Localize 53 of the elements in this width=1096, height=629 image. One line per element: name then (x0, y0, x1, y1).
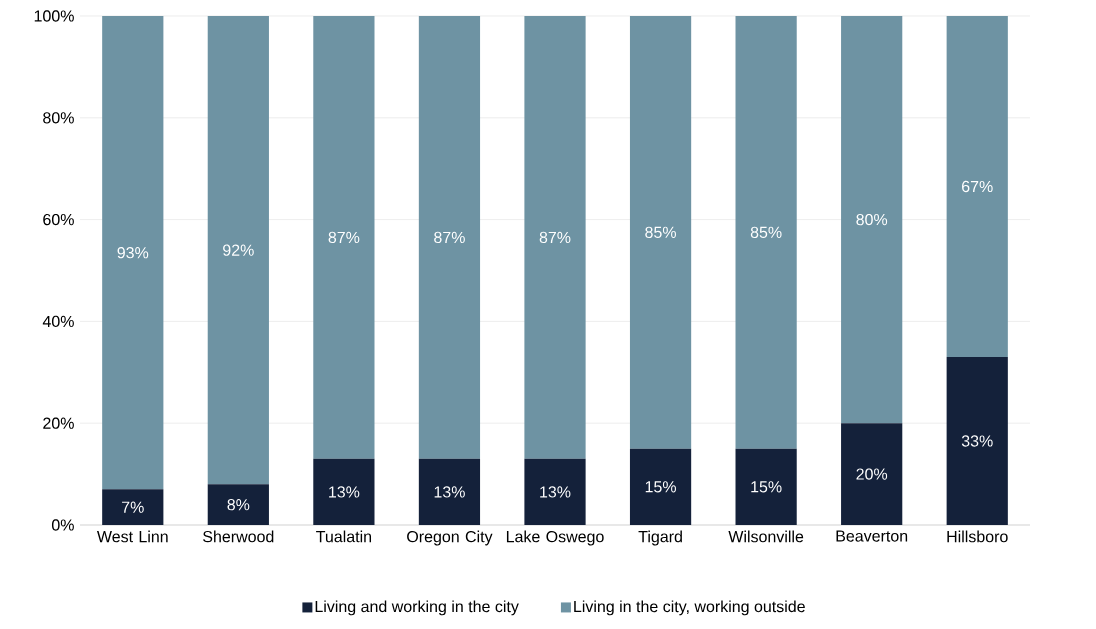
y-tick-label: 40% (42, 315, 74, 328)
legend-label: Living and working in the city (315, 600, 519, 616)
legend-label: Living in the city, working outside (574, 600, 805, 616)
bar (841, 423, 903, 525)
data-label: 87% (539, 231, 571, 244)
bar (524, 458, 586, 525)
bar (418, 15, 481, 459)
x-tick-label: Tualatin (316, 530, 372, 543)
data-label: 20% (856, 468, 888, 480)
bar (946, 15, 1008, 358)
bar (102, 489, 164, 525)
data-label: 13% (434, 486, 465, 498)
data-label: 15% (751, 481, 782, 493)
data-label: 92% (223, 244, 254, 256)
data-label: 85% (750, 226, 782, 238)
x-tick-label: Oregon City (407, 530, 493, 546)
bar (629, 15, 692, 449)
bar (524, 15, 586, 459)
data-label: 87% (434, 231, 465, 244)
data-label: 87% (328, 231, 360, 244)
x-tick-label: Beaverton (836, 530, 908, 542)
data-label: 13% (329, 486, 360, 498)
y-tick-label: 0% (51, 519, 74, 531)
bar (735, 15, 797, 449)
x-tick-label: Tigard (638, 530, 682, 546)
y-tick-label: 20% (43, 417, 74, 429)
bar (207, 15, 269, 485)
data-label: 7% (122, 501, 144, 513)
y-tick-label: 100% (34, 10, 74, 22)
data-label: 13% (540, 486, 571, 498)
x-tick-label: West Linn (96, 530, 168, 543)
bar (313, 15, 375, 459)
bar (207, 484, 269, 525)
x-tick-label: Lake Oswego (506, 530, 604, 546)
data-label: 80% (856, 213, 888, 226)
data-label: 67% (962, 180, 993, 193)
bar (313, 458, 375, 525)
bar (735, 448, 797, 525)
data-label: 93% (117, 247, 149, 259)
y-tick-label: 80% (43, 112, 74, 124)
bar (418, 458, 481, 525)
data-label: 15% (645, 481, 676, 493)
y-tick-label: 60% (43, 213, 74, 226)
data-label: 33% (961, 435, 993, 447)
bar (946, 357, 1008, 525)
bar (841, 15, 903, 424)
bar (102, 15, 164, 490)
data-label: 8% (227, 498, 250, 511)
x-tick-label: Wilsonville (728, 530, 804, 543)
x-tick-label: Hillsboro (947, 530, 1008, 543)
x-tick-label: Sherwood (203, 530, 274, 543)
data-label: 85% (645, 226, 676, 238)
bar (629, 448, 692, 525)
